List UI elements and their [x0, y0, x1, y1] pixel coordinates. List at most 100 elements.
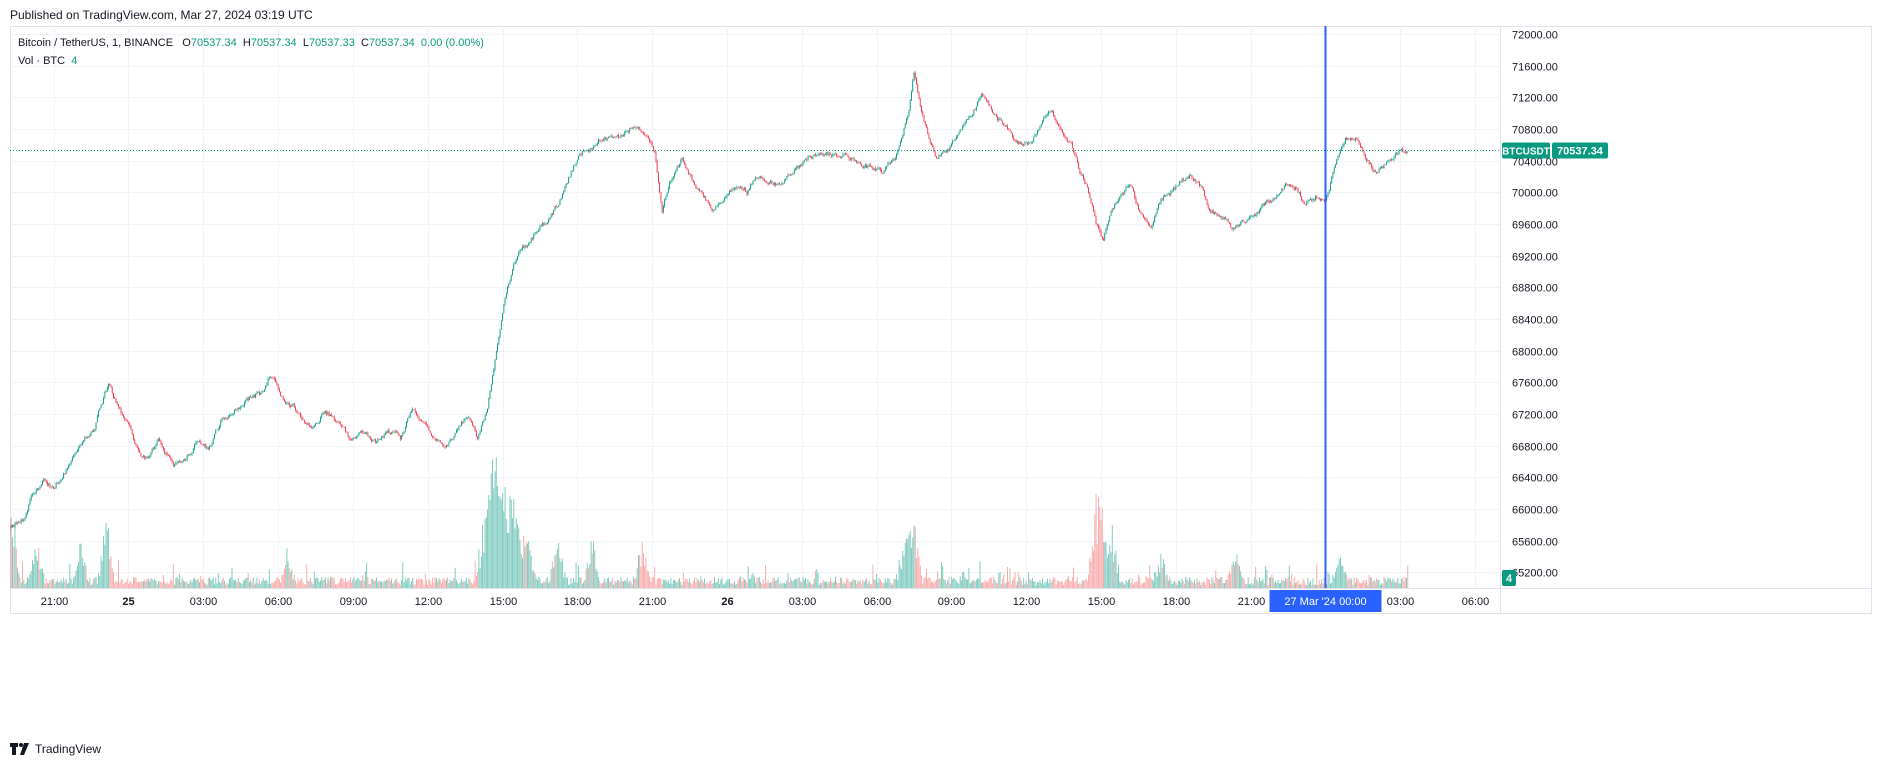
volume-bar — [1099, 506, 1101, 588]
candle-body — [914, 72, 916, 78]
volume-bar — [1356, 577, 1358, 588]
volume-bar — [1017, 581, 1018, 588]
volume-bar — [534, 573, 536, 588]
volume-bar — [987, 582, 989, 588]
volume-bar — [1282, 579, 1284, 588]
volume-bar — [676, 582, 678, 588]
candle-body — [499, 329, 501, 337]
volume-bar — [388, 577, 390, 588]
volume-bar — [736, 583, 738, 588]
volume-bar — [969, 583, 971, 588]
candle-body — [1397, 153, 1399, 155]
candle-body — [563, 191, 565, 194]
volume-bar — [1094, 514, 1096, 588]
volume-bar — [312, 584, 314, 588]
candle-body — [1150, 226, 1152, 228]
candle-body — [676, 166, 678, 171]
volume-bar — [889, 582, 891, 588]
candle-body — [128, 422, 129, 424]
volume-bar — [950, 577, 952, 588]
candle-body — [995, 114, 997, 117]
candle-body — [1029, 142, 1031, 143]
symbol-label[interactable]: Bitcoin / TetherUS, 1, BINANCE — [18, 37, 174, 49]
candle-body — [959, 130, 961, 133]
volume-bar — [1382, 584, 1384, 588]
volume-bar — [1108, 554, 1109, 588]
volume-bar — [1227, 574, 1229, 588]
candle-body — [292, 403, 294, 405]
candle-body — [638, 127, 639, 128]
volume-bar — [63, 577, 65, 588]
candle-body — [705, 196, 707, 201]
volume-bar — [282, 574, 284, 588]
volume-bar — [1028, 572, 1030, 588]
volume-bar — [716, 582, 718, 588]
volume-bar — [989, 577, 991, 588]
volume-bar — [1251, 582, 1253, 588]
volume-bar — [719, 584, 720, 588]
candle-body — [10, 526, 11, 529]
candle-body — [457, 429, 459, 431]
candle-body — [800, 165, 801, 166]
candle-body — [268, 378, 270, 379]
x-tick-label: 03:00 — [1387, 596, 1415, 608]
candle-body — [318, 422, 320, 424]
volume-bar — [100, 555, 102, 588]
candle-body — [1396, 153, 1397, 155]
volume-bar — [331, 577, 333, 588]
candle-body — [1318, 197, 1320, 199]
candle-body — [629, 128, 631, 133]
volume-bar — [795, 578, 797, 588]
candle-body — [20, 519, 22, 523]
candle-body — [1075, 154, 1077, 158]
volume-bar — [692, 580, 694, 588]
candle-body — [575, 163, 577, 166]
candle-body — [180, 461, 182, 463]
volume-bar — [1205, 584, 1207, 588]
candle-body — [1234, 228, 1235, 229]
volume-bar — [554, 555, 556, 588]
candle-body — [685, 164, 687, 169]
volume-bar — [139, 582, 141, 588]
candle-body — [768, 182, 770, 185]
candle-body — [878, 167, 880, 169]
volume-bar — [628, 582, 629, 588]
volume-bar — [250, 579, 252, 588]
volume-bar — [368, 584, 370, 588]
candle-body — [696, 187, 698, 189]
candle-body — [422, 421, 424, 423]
volume-bar — [118, 560, 119, 588]
chart-frame[interactable]: 72000.00 71600.00 71200.00 70800.00 70400.00… — [10, 26, 1872, 738]
candle-body — [714, 209, 715, 211]
volume-bar — [1379, 584, 1381, 588]
candle-body — [721, 202, 723, 204]
candle-body — [793, 170, 795, 174]
volume-bar — [219, 582, 220, 588]
candle-body — [630, 128, 632, 129]
candle-body — [34, 493, 36, 494]
candle-body — [851, 158, 853, 160]
candle-body — [322, 412, 324, 415]
candle-body — [873, 168, 875, 170]
volume-bar — [610, 581, 612, 588]
candle-body — [1271, 200, 1273, 202]
volume-bar — [1229, 571, 1230, 588]
candle-body — [1022, 144, 1023, 145]
volume-bar — [1169, 577, 1171, 588]
volume-bar — [790, 577, 792, 588]
candle-body — [882, 172, 884, 174]
price-chart[interactable]: 72000.0071600.0071200.0070800.0070400.00… — [10, 26, 1872, 738]
candle-body — [404, 427, 406, 432]
volume-bar — [786, 580, 788, 588]
volume-bar — [918, 556, 920, 588]
candle-body — [466, 418, 467, 419]
candle-body — [356, 436, 358, 439]
volume-bar — [354, 581, 356, 588]
candle-body — [1019, 141, 1021, 145]
volume-label[interactable]: Vol · BTC — [18, 55, 66, 67]
volume-bar — [767, 580, 769, 588]
volume-bar — [746, 582, 748, 588]
volume-bar — [1235, 561, 1237, 588]
volume-bar — [138, 582, 139, 588]
volume-bar — [661, 584, 663, 588]
